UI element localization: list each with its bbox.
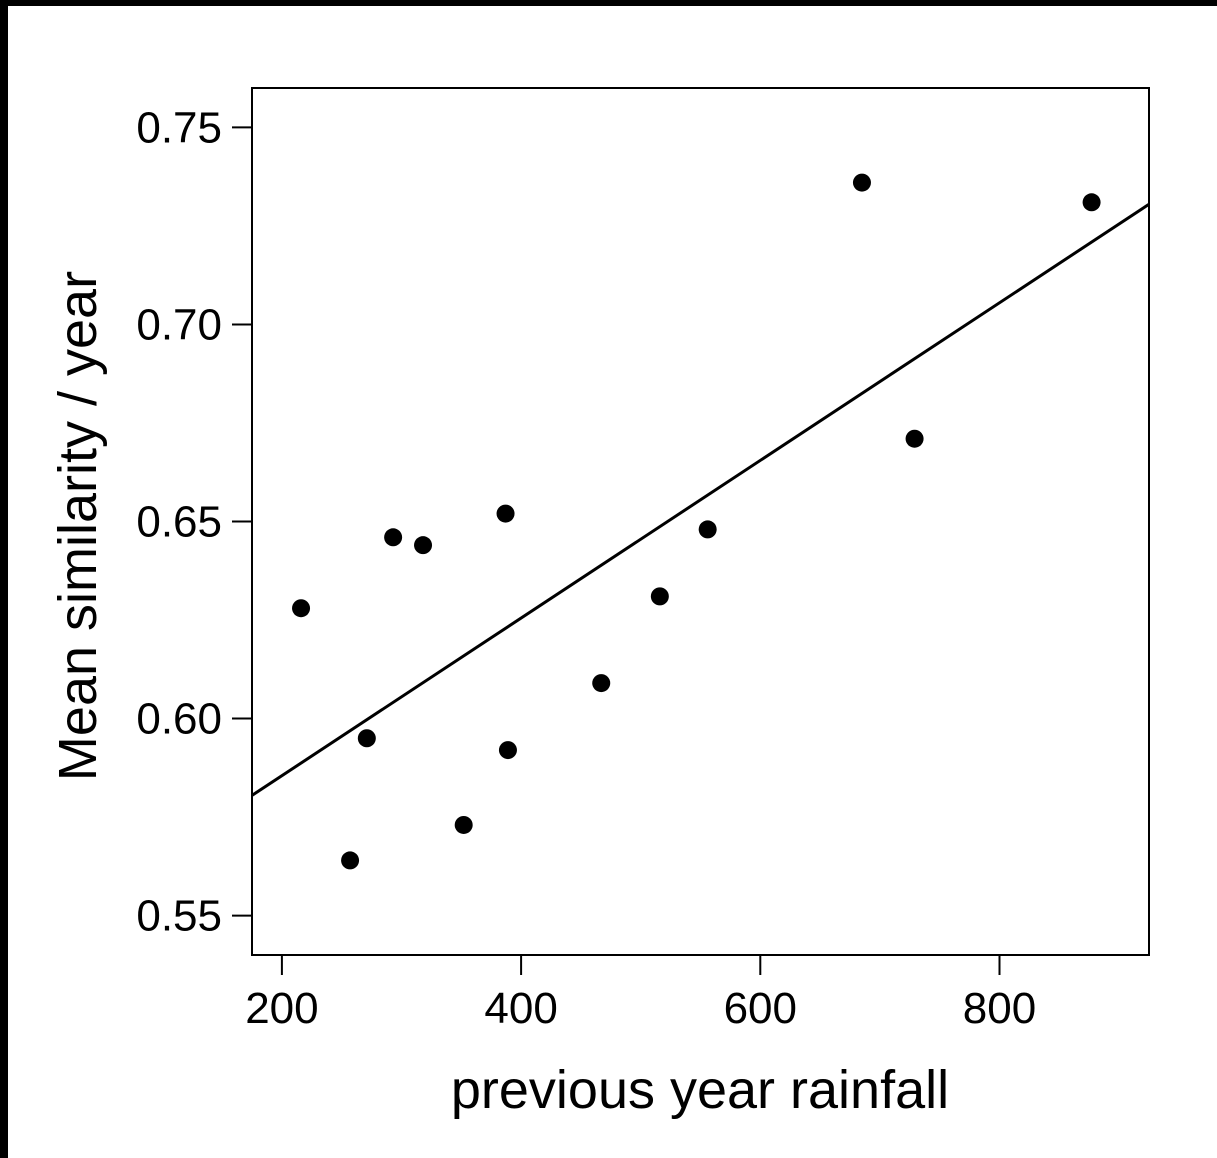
data-point bbox=[592, 674, 611, 693]
data-point bbox=[1082, 193, 1101, 212]
x-axis-title: previous year rainfall bbox=[451, 1060, 949, 1120]
data-points bbox=[292, 173, 1101, 870]
trend-line-group bbox=[251, 203, 1150, 797]
y-tick-label: 0.75 bbox=[136, 103, 222, 152]
data-point bbox=[454, 815, 473, 834]
data-point bbox=[650, 587, 669, 606]
data-point bbox=[357, 729, 376, 748]
x-tick-label: 400 bbox=[484, 984, 557, 1033]
plot-frame bbox=[251, 87, 1150, 956]
y-tick-label: 0.60 bbox=[136, 695, 222, 744]
y-tick-label: 0.55 bbox=[136, 892, 222, 941]
x-tick-label: 600 bbox=[724, 984, 797, 1033]
data-point bbox=[384, 528, 403, 547]
y-tick-label: 0.65 bbox=[136, 498, 222, 547]
y-axis: 0.55 0.60 0.65 0.70 0.75 bbox=[136, 103, 252, 941]
data-point bbox=[698, 520, 717, 539]
data-point bbox=[852, 173, 871, 192]
data-point bbox=[292, 599, 311, 618]
regression-line bbox=[251, 203, 1150, 797]
data-point bbox=[414, 536, 433, 555]
x-axis: 200 400 600 800 bbox=[245, 955, 1036, 1033]
y-axis-title: Mean similarity / year bbox=[48, 271, 108, 781]
x-tick-label: 200 bbox=[245, 984, 318, 1033]
data-point bbox=[496, 504, 515, 523]
data-point bbox=[498, 741, 517, 760]
x-tick-label: 800 bbox=[963, 984, 1036, 1033]
y-tick-label: 0.70 bbox=[136, 300, 222, 349]
data-point bbox=[905, 429, 924, 448]
scatter-chart: 0.55 0.60 0.65 0.70 0.75 200 400 600 800 previo… bbox=[48, 87, 1150, 1120]
chart-canvas: 0.55 0.60 0.65 0.70 0.75 200 400 600 800 previo… bbox=[8, 6, 1217, 1158]
data-point bbox=[341, 851, 360, 870]
